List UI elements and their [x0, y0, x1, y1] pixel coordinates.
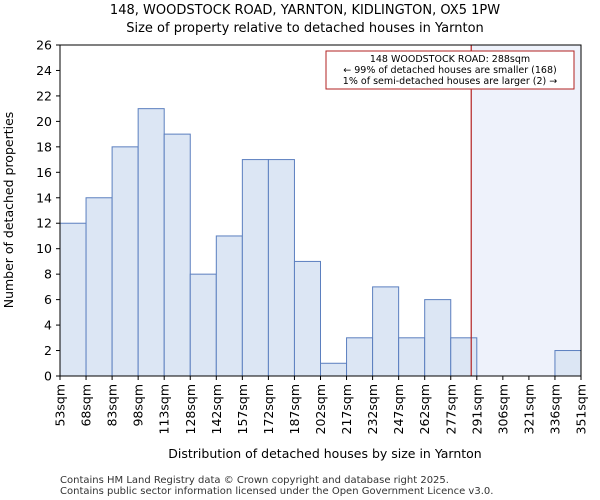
annotation-line-2: ← 99% of detached houses are smaller (16… [343, 65, 556, 76]
y-tick-label: 2 [44, 343, 52, 358]
x-tick-label: 83sqm [105, 384, 120, 427]
bar-187sqm [293, 260, 322, 377]
bar-336sqm [554, 350, 582, 377]
x-tick-label: 336sqm [547, 384, 562, 434]
x-tick-label: 217sqm [339, 384, 354, 434]
x-axis-label: Distribution of detached houses by size … [168, 446, 481, 461]
x-tick-label: 277sqm [443, 384, 458, 434]
y-tick-label: 16 [36, 165, 52, 180]
bar-232sqm [372, 286, 400, 377]
footer-line-2: Contains public sector information licen… [60, 486, 493, 497]
x-tick-label: 321sqm [521, 384, 536, 434]
y-tick-label: 12 [36, 216, 52, 231]
x-tick-label: 291sqm [469, 384, 484, 434]
highlight-region [471, 45, 581, 376]
x-tick-label: 306sqm [495, 384, 510, 434]
y-tick-label: 24 [36, 63, 52, 78]
x-tick-label: 128sqm [183, 384, 198, 434]
bar-217sqm [346, 337, 374, 377]
y-tick-label: 26 [36, 38, 52, 53]
bar-53sqm [59, 222, 87, 377]
x-tick-label: 172sqm [261, 384, 276, 434]
x-tick-label: 351sqm [574, 384, 589, 434]
x-tick-label: 202sqm [313, 384, 328, 434]
x-tick-label: 142sqm [209, 384, 224, 434]
x-tick-label: 247sqm [391, 384, 406, 434]
y-tick-label: 18 [36, 139, 52, 154]
x-tick-label: 232sqm [365, 384, 380, 434]
bar-157sqm [241, 159, 269, 377]
x-tick-label: 68sqm [79, 384, 94, 427]
bar-277sqm [450, 337, 478, 377]
bar-113sqm [163, 133, 191, 377]
x-tick-label: 187sqm [287, 384, 302, 434]
annotation-line-1: 148 WOODSTOCK ROAD: 288sqm [370, 54, 530, 65]
y-tick-label: 0 [44, 369, 52, 384]
y-tick-label: 14 [36, 190, 52, 205]
chart-title: 148, WOODSTOCK ROAD, YARNTON, KIDLINGTON… [110, 3, 500, 18]
y-tick-label: 4 [44, 318, 52, 333]
bar-262sqm [424, 299, 452, 377]
y-tick-label: 6 [44, 292, 52, 307]
bar-83sqm [111, 146, 139, 377]
bar-68sqm [85, 197, 113, 377]
x-tick-label: 113sqm [157, 384, 172, 434]
bar-172sqm [267, 159, 295, 377]
annotation-line-3: 1% of semi-detached houses are larger (2… [343, 76, 557, 87]
annotation-box: 148 WOODSTOCK ROAD: 288sqm ← 99% of deta… [325, 50, 575, 90]
x-tick-label: 98sqm [131, 384, 146, 427]
y-tick-label: 20 [36, 114, 52, 129]
bar-202sqm [320, 362, 348, 377]
x-tick-label: 53sqm [53, 384, 68, 427]
x-tick-label: 157sqm [235, 384, 250, 434]
bar-128sqm [189, 273, 217, 377]
y-tick-label: 10 [36, 241, 52, 256]
x-tick-label: 262sqm [417, 384, 432, 434]
bar-247sqm [398, 337, 426, 377]
footer-line-1: Contains HM Land Registry data © Crown c… [60, 475, 449, 486]
chart-subtitle: Size of property relative to detached ho… [126, 21, 484, 36]
bar-98sqm [137, 108, 165, 377]
y-axis-label: Number of detached properties [1, 112, 16, 309]
y-tick-label: 22 [36, 88, 52, 103]
y-tick-label: 8 [44, 267, 52, 282]
bar-142sqm [215, 235, 243, 377]
